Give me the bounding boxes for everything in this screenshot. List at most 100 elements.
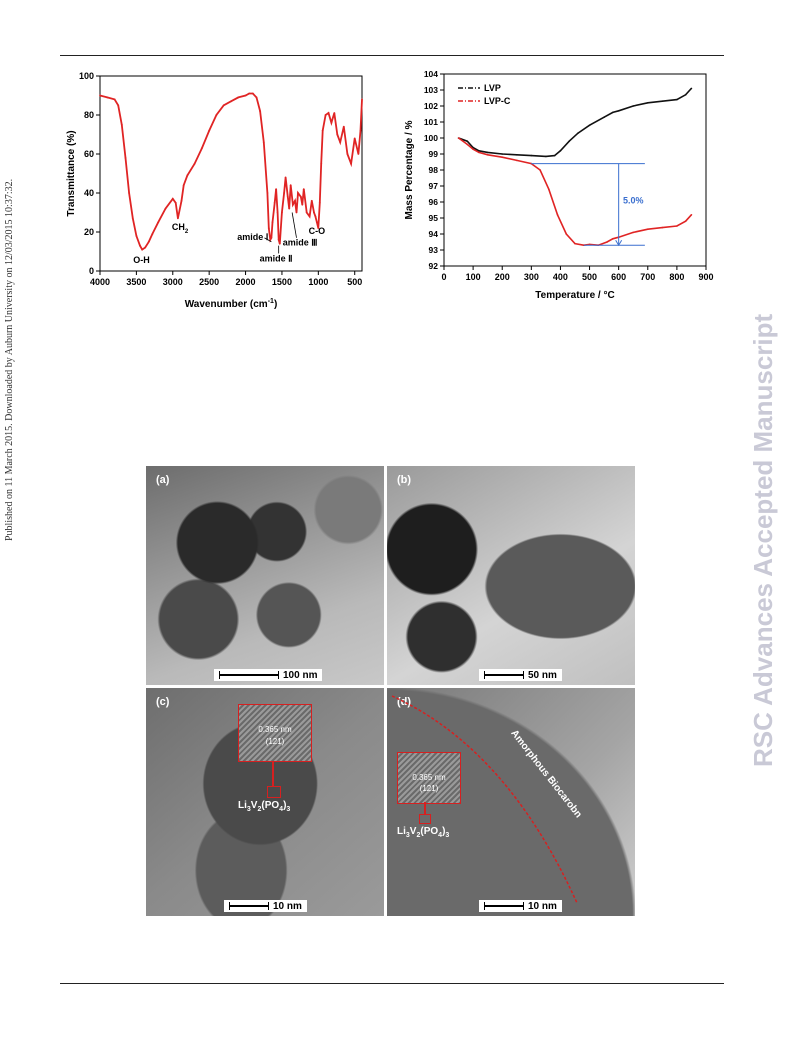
tga-data-point	[545, 155, 547, 158]
ftir-x-tick-label: 2500	[199, 277, 219, 287]
tga-x-tick-label: 200	[495, 272, 510, 282]
ftir-data-point	[128, 192, 131, 194]
ftir-data-point	[284, 176, 287, 179]
scale-bar-b: 50 nm	[479, 669, 562, 681]
ftir-data-point	[302, 188, 305, 190]
ftir-data-point	[193, 162, 196, 165]
ftir-data-point	[157, 221, 160, 224]
tga-data-point	[466, 140, 469, 142]
ftir-data-point	[124, 157, 127, 159]
panel-label-b: (b)	[397, 474, 412, 486]
annotation-amide1: amide Ⅰ	[237, 232, 268, 242]
tga-data-point	[478, 151, 480, 154]
ftir-x-tick-label: 1000	[308, 277, 328, 287]
tga-y-tick-label: 99	[429, 149, 439, 159]
ftir-y-tick-label: 20	[84, 227, 94, 237]
tga-x-tick-label: 700	[640, 272, 655, 282]
ftir-x-axis-label: Wavenumber (cm-1)	[185, 298, 278, 310]
tga-y-tick-label: 98	[429, 165, 439, 175]
ftir-data-point	[361, 98, 363, 101]
tga-data-point	[501, 156, 504, 158]
tga-data-point	[515, 154, 518, 156]
ftir-data-point	[295, 211, 298, 214]
annotation-amide2: amide Ⅱ	[260, 253, 293, 263]
tga-chart: 0 100 200 300 400 500 600 700 800 900 92 93 94 95 96 97…	[404, 69, 714, 301]
ftir-data-point	[324, 114, 327, 116]
selection-box-c	[267, 786, 281, 798]
ftir-data-point	[271, 221, 274, 224]
lattice-inset-c: 0.365 nm (121)	[238, 704, 312, 762]
scale-label-c: 10 nm	[273, 900, 302, 912]
crystal-formula-d: Li3V2(PO4)3	[397, 826, 450, 839]
ftir-data-point	[248, 92, 251, 95]
ftir-data-point	[317, 227, 320, 230]
lattice-plane-c: (121)	[265, 737, 285, 746]
tga-x-tick-label: 500	[582, 272, 597, 282]
ftir-data-point	[301, 203, 304, 206]
selection-connector-c	[272, 762, 274, 786]
tga-data-point	[515, 159, 518, 162]
bottom-rule	[60, 983, 724, 984]
ftir-y-tick-label: 40	[84, 188, 94, 198]
ftir-y-tick-label: 80	[84, 110, 94, 120]
ftir-data-point	[244, 94, 247, 97]
ftir-data-point	[277, 238, 280, 241]
ftir-data-point	[230, 100, 232, 103]
ftir-data-point	[339, 141, 342, 144]
ftir-data-point	[215, 114, 218, 116]
annotation-amide3: amide Ⅲ	[283, 238, 318, 248]
ftir-x-tick-label: 4000	[90, 277, 110, 287]
ftir-data-point	[182, 184, 185, 187]
tga-data-point	[612, 111, 614, 114]
ftir-data-point	[294, 199, 296, 202]
ftir-data-point	[286, 196, 289, 198]
tga-data-point	[577, 132, 579, 134]
ftir-data-point	[320, 162, 323, 165]
tga-data-point	[690, 214, 693, 216]
ftir-data-point	[262, 141, 265, 144]
panel-label-c: (c)	[156, 696, 170, 708]
tga-y-tick-label: 92	[429, 261, 439, 271]
panel-label-d: (d)	[397, 696, 412, 708]
scale-label-a: 100 nm	[283, 669, 318, 681]
top-rule	[60, 55, 724, 56]
ftir-data-point	[171, 197, 174, 200]
annotation-amide1-pointer	[264, 237, 272, 243]
tga-data-point	[588, 124, 591, 126]
tga-x-tick-label: 400	[553, 272, 568, 282]
tga-data-point	[568, 140, 570, 142]
tga-data-point	[486, 151, 489, 154]
tga-x-tick-label: 900	[698, 272, 713, 282]
ftir-data-point	[147, 240, 150, 243]
tga-y-tick-label: 102	[424, 101, 438, 111]
ftir-y-axis-label: Transmittance (%)	[66, 130, 77, 216]
panel-label-a: (a)	[156, 474, 170, 486]
ftir-y-tick-label: 100	[79, 71, 94, 81]
ftir-data-point	[120, 123, 123, 126]
tga-data-point	[676, 225, 678, 227]
tga-data-point	[466, 143, 469, 146]
ftir-data-point	[333, 112, 336, 114]
scale-bar-c: 10 nm	[224, 900, 307, 912]
scale-bar-d: 10 nm	[479, 900, 562, 912]
ftir-data-point	[276, 211, 279, 214]
ftir-data-point	[350, 162, 352, 165]
tga-y-tick-label: 103	[424, 85, 438, 95]
ftir-data-point	[313, 211, 315, 214]
ftir-y-tick-label: 60	[84, 149, 94, 159]
ftir-data-point	[139, 244, 141, 247]
tga-data-point	[617, 110, 620, 112]
tga-data-point	[646, 228, 649, 230]
ftir-data-point	[346, 153, 349, 155]
carbon-boundary-line	[391, 695, 578, 904]
tga-y-tick-label: 104	[424, 69, 438, 79]
tga-y-axis-label: Mass Percentage / %	[404, 120, 415, 219]
ftir-data-point	[117, 104, 120, 107]
tga-x-tick-label: 300	[524, 272, 539, 282]
ftir-data-point	[291, 203, 294, 206]
ftir-data-point	[308, 215, 311, 218]
tga-x-axis-label: Temperature / °C	[535, 290, 614, 301]
tga-x-tick-label: 600	[611, 272, 626, 282]
tga-y-tick-label: 101	[424, 117, 438, 127]
tga-data-point	[676, 98, 678, 101]
